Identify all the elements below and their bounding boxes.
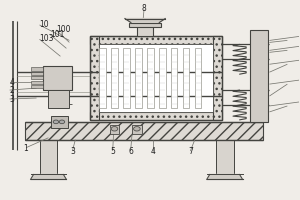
Polygon shape [31,174,66,179]
Bar [137,26,153,36]
Text: 103: 103 [40,34,54,43]
Bar [216,140,234,179]
Bar [147,48,154,108]
Polygon shape [125,19,165,23]
Text: 6: 6 [128,147,133,156]
Text: 2: 2 [10,86,14,95]
Bar [99,48,106,108]
Bar [132,125,142,134]
Bar [31,67,43,71]
Bar [195,48,201,108]
Text: 3: 3 [70,147,75,156]
Bar [49,90,69,108]
Text: 3: 3 [10,95,14,104]
Text: 5: 5 [110,147,115,156]
Bar [171,48,178,108]
Polygon shape [207,174,243,179]
Bar [99,44,213,112]
Bar [129,23,161,27]
Bar [111,48,118,108]
Bar [159,48,166,108]
Text: 8: 8 [142,4,146,13]
Bar [90,36,222,120]
Text: 10: 10 [40,20,49,29]
Text: 4: 4 [10,78,14,87]
Bar [250,30,268,122]
Text: 1: 1 [24,144,28,153]
Text: 101: 101 [50,30,64,39]
Bar [123,48,130,108]
Bar [31,72,43,75]
Bar [31,85,43,88]
Text: 4: 4 [151,147,155,156]
Bar [135,48,142,108]
Circle shape [59,120,64,124]
Bar [40,140,57,179]
Bar [31,81,43,84]
Bar [52,116,68,128]
Bar [31,76,43,79]
Text: 100: 100 [56,25,70,34]
Bar [213,36,222,120]
Bar [110,125,119,134]
Bar [183,48,189,108]
Bar [90,112,222,120]
Circle shape [111,127,118,131]
Bar [25,122,263,140]
Circle shape [134,127,140,131]
Bar [43,66,72,90]
Bar [90,36,222,44]
Bar [90,36,99,120]
Circle shape [53,120,58,124]
Text: 7: 7 [188,147,193,156]
